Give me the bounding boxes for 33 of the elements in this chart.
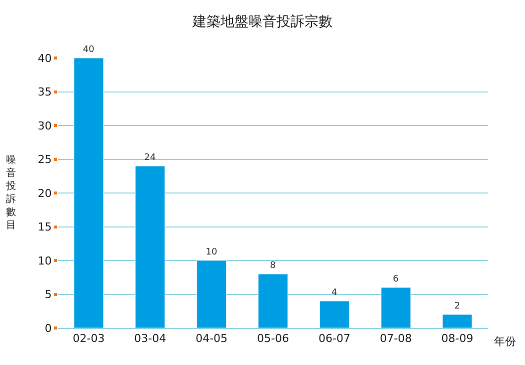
y-tick-label: 15 [38,220,52,234]
data-label: 24 [144,153,156,163]
data-label: 4 [331,288,338,298]
y-tick-label: 20 [38,186,52,200]
x-tick-label: 02-03 [72,332,105,346]
data-label: 40 [82,45,95,55]
data-label: 6 [392,274,399,284]
x-tick-label: 03-04 [134,332,166,346]
y-tick-label: 35 [38,86,52,99]
data-label: 10 [206,248,218,258]
y-tick-label: 25 [38,153,52,166]
y-axis-title: 噪音投訴數目 [5,155,16,231]
y-tick-label: 40 [38,52,52,65]
x-tick-label: 04-05 [196,332,228,346]
y-tick-label: 10 [38,254,52,268]
bar [442,314,472,328]
x-tick-label: 05-06 [257,332,289,346]
y-tick-label: 30 [38,119,52,132]
bar [74,58,104,328]
chart-title: 建築地盤噪音投訴宗數 [192,14,332,30]
x-axis-title: 年份 [494,335,516,348]
data-label: 8 [270,261,276,271]
x-tick-label: 08-09 [441,332,474,346]
x-tick-label: 07-08 [380,332,412,346]
bar [319,300,350,328]
bar [258,274,288,328]
data-label: 2 [454,302,460,312]
x-tick-label: 06-07 [318,332,350,346]
bar [380,287,411,328]
y-tick-label: 0 [44,322,52,335]
y-tick-label: 5 [44,288,52,302]
bar [135,166,166,328]
bar [196,260,227,328]
